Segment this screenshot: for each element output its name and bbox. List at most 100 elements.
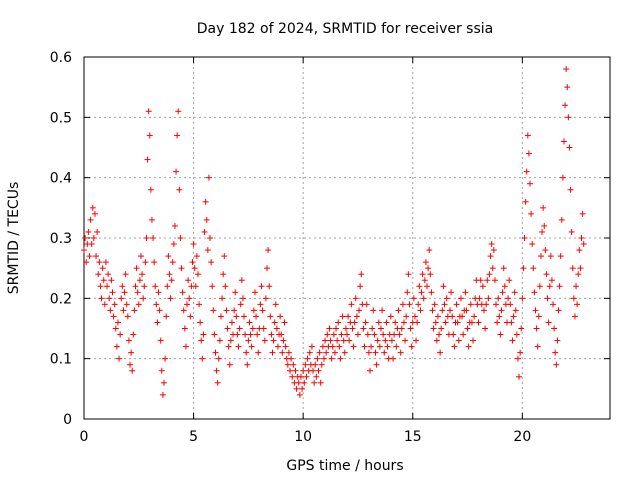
data-point	[413, 337, 420, 344]
axis-ticks	[83, 56, 610, 420]
data-point	[297, 373, 304, 380]
data-point	[146, 132, 153, 139]
data-point	[512, 307, 519, 314]
data-point	[191, 265, 198, 272]
data-point	[422, 259, 429, 266]
data-point	[221, 253, 228, 260]
data-point	[559, 174, 566, 181]
data-point	[487, 253, 494, 260]
data-point	[356, 307, 363, 314]
data-point	[99, 265, 106, 272]
data-point	[179, 289, 186, 296]
y-tick-label: 0.3	[50, 231, 72, 247]
data-point	[430, 325, 437, 332]
data-point	[371, 331, 378, 338]
data-point	[496, 313, 503, 320]
data-point	[523, 168, 530, 175]
data-point	[264, 265, 271, 272]
data-point	[238, 277, 245, 284]
data-point	[539, 228, 546, 235]
data-point	[214, 379, 221, 386]
data-point	[304, 355, 311, 362]
data-point	[156, 307, 163, 314]
data-point	[257, 301, 264, 308]
data-point	[112, 325, 119, 332]
data-point	[344, 331, 350, 338]
data-point	[566, 144, 573, 151]
data-point	[134, 289, 141, 296]
data-point	[367, 367, 374, 374]
data-point	[485, 295, 492, 302]
data-point	[269, 349, 276, 356]
data-point	[312, 361, 319, 368]
data-point	[240, 313, 247, 320]
data-point	[345, 313, 352, 320]
data-point	[330, 331, 337, 338]
data-point	[396, 331, 403, 338]
data-point	[536, 283, 543, 290]
data-point	[442, 319, 449, 326]
data-point	[534, 343, 541, 350]
data-point	[391, 331, 398, 338]
data-point	[363, 301, 370, 308]
data-point	[249, 325, 256, 332]
data-point	[231, 307, 238, 314]
data-point	[178, 265, 185, 272]
data-point	[368, 343, 375, 350]
data-point	[120, 307, 127, 314]
data-point	[150, 235, 157, 241]
data-point	[436, 331, 443, 338]
data-point	[142, 259, 149, 266]
data-point	[438, 325, 445, 332]
data-point	[196, 301, 203, 308]
data-point	[157, 337, 164, 344]
data-point	[148, 216, 155, 223]
data-point	[494, 319, 501, 326]
data-point	[81, 247, 87, 254]
data-point	[374, 337, 381, 344]
data-point	[287, 367, 294, 374]
data-point	[133, 265, 140, 272]
data-point	[419, 271, 426, 278]
data-point	[387, 313, 394, 320]
y-tick-label: 0.1	[50, 352, 72, 368]
data-point	[533, 325, 540, 332]
data-point	[320, 355, 327, 362]
data-point	[342, 325, 349, 332]
data-point	[228, 319, 235, 326]
data-point	[171, 222, 178, 229]
data-point	[260, 325, 267, 332]
data-point	[136, 277, 143, 284]
data-point	[246, 319, 253, 326]
data-point	[453, 301, 460, 308]
data-point	[495, 295, 502, 302]
data-point	[420, 295, 427, 302]
data-point	[118, 295, 125, 302]
data-point	[375, 319, 382, 326]
data-point	[551, 325, 558, 332]
data-point	[88, 241, 95, 248]
data-point	[193, 253, 200, 260]
data-point	[457, 295, 464, 302]
data-point	[125, 337, 132, 344]
data-point	[546, 283, 553, 290]
x-tick-label: 15	[404, 429, 422, 445]
data-point	[483, 301, 490, 308]
data-point	[362, 319, 369, 326]
data-point	[576, 247, 583, 254]
data-point	[98, 295, 105, 302]
data-point	[220, 271, 227, 278]
data-point	[334, 337, 341, 344]
data-point	[579, 210, 586, 217]
data-point	[462, 289, 469, 296]
data-point	[153, 301, 160, 308]
data-point	[271, 319, 278, 326]
data-point	[173, 168, 180, 175]
data-point	[497, 331, 504, 338]
data-point	[410, 295, 417, 302]
data-point	[262, 295, 269, 302]
data-point	[580, 241, 587, 248]
data-point	[450, 331, 457, 338]
data-point	[192, 283, 199, 290]
data-point	[351, 319, 358, 326]
